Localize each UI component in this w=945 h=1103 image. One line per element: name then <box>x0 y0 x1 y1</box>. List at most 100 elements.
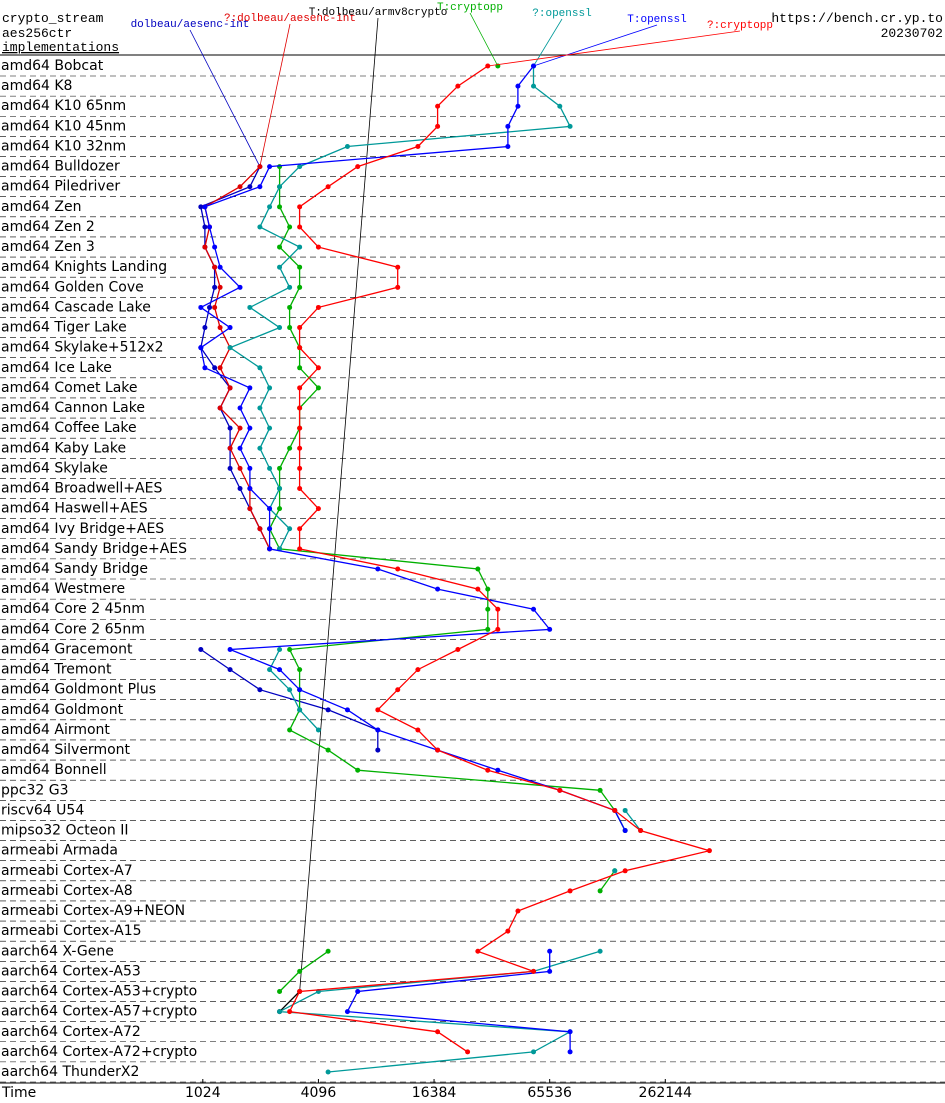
data-point <box>212 304 218 310</box>
row-label: amd64 Core 2 65nm <box>1 621 145 637</box>
series-line <box>288 65 712 1053</box>
row-label: armeabi Cortex-A15 <box>1 923 142 939</box>
legend-leader <box>299 17 379 992</box>
data-point <box>435 123 441 129</box>
series-line <box>204 166 271 550</box>
row-label: aarch64 X-Gene <box>1 943 114 959</box>
data-point <box>237 445 243 451</box>
data-point <box>395 284 401 290</box>
row-label: amd64 Skylake <box>1 460 108 476</box>
row-label: amd64 Sandy Bridge+AES <box>1 541 187 557</box>
data-point <box>297 687 303 693</box>
data-point <box>287 1009 293 1015</box>
data-point <box>297 365 303 371</box>
legend-label: T:dolbeau/armv8crypto <box>309 7 448 19</box>
data-point <box>465 1049 471 1055</box>
data-point <box>198 304 204 310</box>
row-label: amd64 Bonnell <box>1 762 107 778</box>
legend-leader <box>259 23 291 167</box>
data-point <box>237 425 243 431</box>
data-point <box>597 787 603 793</box>
data-point <box>267 385 273 391</box>
row-label: amd64 Haswell+AES <box>1 501 148 517</box>
data-point <box>257 184 263 190</box>
data-point <box>297 989 303 995</box>
data-point <box>227 425 233 431</box>
data-point <box>415 667 421 673</box>
data-point <box>207 224 213 230</box>
data-point <box>344 1009 350 1015</box>
row-label: aarch64 ThunderX2 <box>1 1064 139 1080</box>
data-point <box>217 284 223 290</box>
data-point <box>277 667 283 673</box>
row-label: amd64 Tiger Lake <box>1 320 127 336</box>
data-point <box>287 304 293 310</box>
data-point <box>297 385 303 391</box>
data-point <box>547 948 553 954</box>
data-point <box>597 888 603 894</box>
row-label: amd64 Kaby Lake <box>1 440 126 456</box>
data-point <box>247 184 253 190</box>
data-point <box>247 385 253 391</box>
data-point <box>247 425 253 431</box>
series-line <box>228 66 572 550</box>
data-point <box>557 103 563 109</box>
data-point <box>375 727 381 733</box>
data-point <box>485 767 491 773</box>
x-tick-label: 262144 <box>639 1085 693 1101</box>
data-point <box>515 103 521 109</box>
data-point <box>355 989 361 995</box>
data-point <box>287 687 293 693</box>
data-point <box>277 325 283 331</box>
data-point <box>375 707 381 713</box>
row-label: amd64 Bobcat <box>1 58 104 74</box>
data-point <box>287 284 293 290</box>
data-point <box>315 244 321 250</box>
row-label: mipso32 Octeon II <box>1 823 129 839</box>
row-label: amd64 Zen <box>1 199 81 215</box>
chart-title: crypto_stream <box>2 11 104 26</box>
data-point <box>277 164 283 170</box>
data-point <box>297 707 303 713</box>
data-point <box>202 325 208 331</box>
data-point <box>212 284 218 290</box>
data-point <box>297 526 303 532</box>
data-point <box>315 506 321 512</box>
row-label: amd64 Golden Cove <box>1 279 144 295</box>
row-label: armeabi Cortex-A7 <box>1 863 133 879</box>
row-label: amd64 K10 65nm <box>1 98 126 114</box>
data-point <box>267 164 273 170</box>
data-point <box>247 304 253 310</box>
data-point <box>612 807 618 813</box>
row-label: amd64 Goldmont <box>1 702 124 718</box>
data-point <box>227 345 233 351</box>
data-point <box>237 486 243 492</box>
data-point <box>237 284 243 290</box>
data-point <box>257 445 263 451</box>
data-point <box>297 405 303 411</box>
row-label: aarch64 Cortex-A72 <box>1 1024 141 1040</box>
row-label: amd64 Ice Lake <box>1 360 112 376</box>
data-point <box>612 868 618 874</box>
data-point <box>485 626 491 632</box>
data-point <box>267 526 273 532</box>
data-point <box>531 968 537 974</box>
x-tick-label: 4096 <box>301 1085 337 1101</box>
legend-label: ?:dolbeau/aesenc-int <box>224 13 356 25</box>
data-point <box>297 486 303 492</box>
data-point <box>325 747 331 753</box>
row-label: amd64 Sandy Bridge <box>1 561 148 577</box>
data-point <box>227 325 233 331</box>
data-point <box>297 164 303 170</box>
series-line <box>200 166 271 550</box>
data-point <box>267 546 273 552</box>
data-point <box>638 828 644 834</box>
data-point <box>395 687 401 693</box>
date: 20230702 <box>881 26 943 41</box>
data-point <box>297 667 303 673</box>
data-point <box>435 1029 441 1035</box>
data-point <box>505 928 511 934</box>
data-point <box>198 345 204 351</box>
data-point <box>297 244 303 250</box>
data-point <box>315 727 321 733</box>
